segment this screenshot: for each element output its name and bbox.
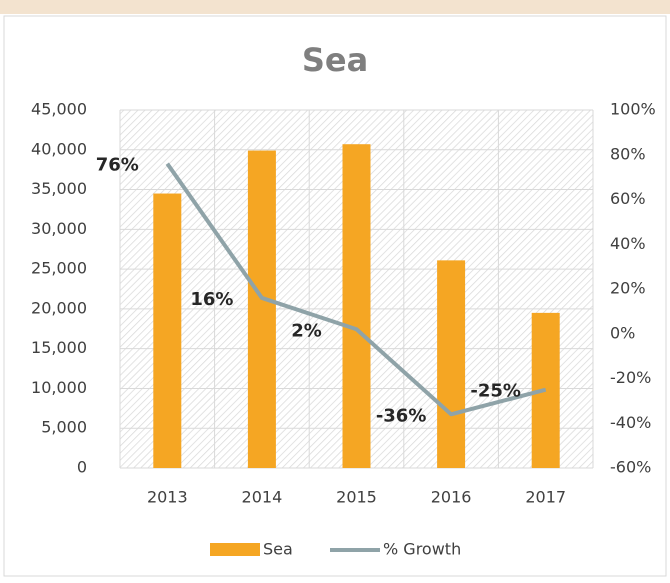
y-tick-label: 45,000 <box>31 100 87 119</box>
y2-tick-label: 0% <box>610 323 635 342</box>
y2-tick-label: -20% <box>610 368 651 387</box>
y-tick-label: 30,000 <box>31 219 87 238</box>
y-tick-label: 40,000 <box>31 139 87 158</box>
y2-tick-label: 60% <box>610 189 646 208</box>
bar <box>342 144 371 468</box>
y-tick-label: 15,000 <box>31 338 87 357</box>
y2-tick-label: 40% <box>610 234 646 253</box>
growth-line <box>165 162 547 417</box>
legend-swatch <box>210 543 260 556</box>
data-label: -25% <box>470 381 521 402</box>
bar <box>153 193 182 469</box>
x-tick-label: 2014 <box>242 488 283 507</box>
data-label: 16% <box>190 289 233 310</box>
data-label: -36% <box>376 405 427 426</box>
legend-label: Sea <box>263 540 293 559</box>
y-tick-label: 35,000 <box>31 179 87 198</box>
y2-tick-label: 20% <box>610 279 646 298</box>
y2-tick-label: -60% <box>610 458 651 477</box>
y2-tick-label: 100% <box>610 100 656 119</box>
y2-tick-label: -40% <box>610 413 651 432</box>
bar <box>437 260 466 468</box>
x-tick-label: 2016 <box>431 488 472 507</box>
bar <box>247 150 276 468</box>
y-tick-label: 20,000 <box>31 298 87 317</box>
y-tick-label: 5,000 <box>41 418 87 437</box>
top-strip <box>0 0 670 14</box>
y-tick-label: 0 <box>77 458 87 477</box>
x-tick-label: 2017 <box>525 488 566 507</box>
x-tick-label: 2015 <box>336 488 377 507</box>
legend-label: % Growth <box>383 540 461 559</box>
data-label: 76% <box>96 155 139 176</box>
y2-tick-label: 80% <box>610 144 646 163</box>
x-tick-label: 2013 <box>147 488 188 507</box>
data-label: 2% <box>291 320 322 341</box>
y-tick-label: 10,000 <box>31 378 87 397</box>
y-tick-label: 25,000 <box>31 259 87 278</box>
chart-title: Sea <box>302 41 368 79</box>
